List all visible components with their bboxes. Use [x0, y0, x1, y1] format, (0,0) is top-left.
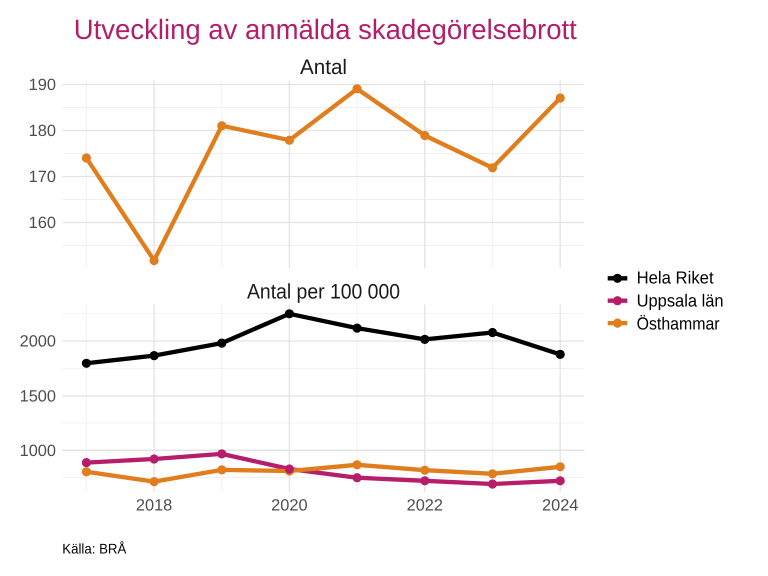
svg-text:Utveckling av anmälda skadegör: Utveckling av anmälda skadegörelsebrott: [74, 14, 577, 45]
svg-text:Uppsala län: Uppsala län: [637, 290, 724, 310]
svg-text:Antal: Antal: [300, 56, 347, 79]
svg-text:2022: 2022: [407, 497, 443, 515]
svg-text:Antal per 100 000: Antal per 100 000: [247, 280, 400, 303]
svg-text:2020: 2020: [271, 497, 307, 515]
svg-text:Östhammar: Östhammar: [637, 314, 720, 334]
svg-text:Källa: BRÅ: Källa: BRÅ: [62, 541, 127, 557]
svg-text:1000: 1000: [20, 442, 56, 460]
svg-text:2000: 2000: [20, 333, 56, 351]
svg-text:1500: 1500: [20, 388, 56, 406]
svg-text:160: 160: [29, 214, 56, 232]
svg-text:2024: 2024: [542, 497, 578, 515]
svg-text:Hela Riket: Hela Riket: [637, 268, 714, 288]
svg-text:180: 180: [29, 122, 56, 140]
svg-text:2018: 2018: [136, 497, 172, 515]
svg-text:190: 190: [29, 76, 56, 94]
svg-text:170: 170: [29, 168, 56, 186]
